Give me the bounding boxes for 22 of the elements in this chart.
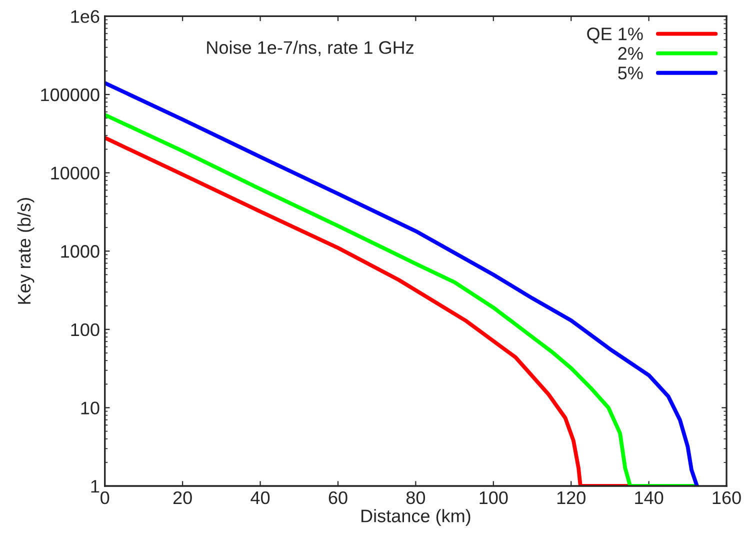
y-tick-label: 100 xyxy=(71,323,100,336)
y-tick-label: 1e6 xyxy=(71,10,100,23)
x-tick-label: 160 xyxy=(712,491,741,504)
x-tick-label: 60 xyxy=(328,491,348,504)
y-tick-label: 1000 xyxy=(61,245,100,258)
x-tick-label: 120 xyxy=(557,491,586,504)
y-axis-title: Key rate (b/s) xyxy=(17,198,34,304)
x-axis-title: Distance (km) xyxy=(362,509,470,526)
y-tick-label: 10 xyxy=(81,402,100,414)
annotation: Noise 1e-7/ns, rate 1 GHz xyxy=(207,40,414,56)
x-tick-label: 80 xyxy=(406,491,426,504)
y-tick-label: 10000 xyxy=(51,166,100,180)
x-tick-label: 40 xyxy=(250,491,270,504)
legend-label: 5% xyxy=(618,66,643,80)
legend-label: QE 1% xyxy=(587,28,643,44)
legend-label: 2% xyxy=(618,47,643,60)
x-tick-label: 0 xyxy=(100,491,110,504)
x-tick-label: 140 xyxy=(635,491,664,504)
x-tick-label: 20 xyxy=(173,491,192,504)
y-tick-label: 1 xyxy=(91,480,100,493)
y-tick-label: 100000 xyxy=(41,88,100,102)
x-tick-label: 100 xyxy=(480,491,508,504)
